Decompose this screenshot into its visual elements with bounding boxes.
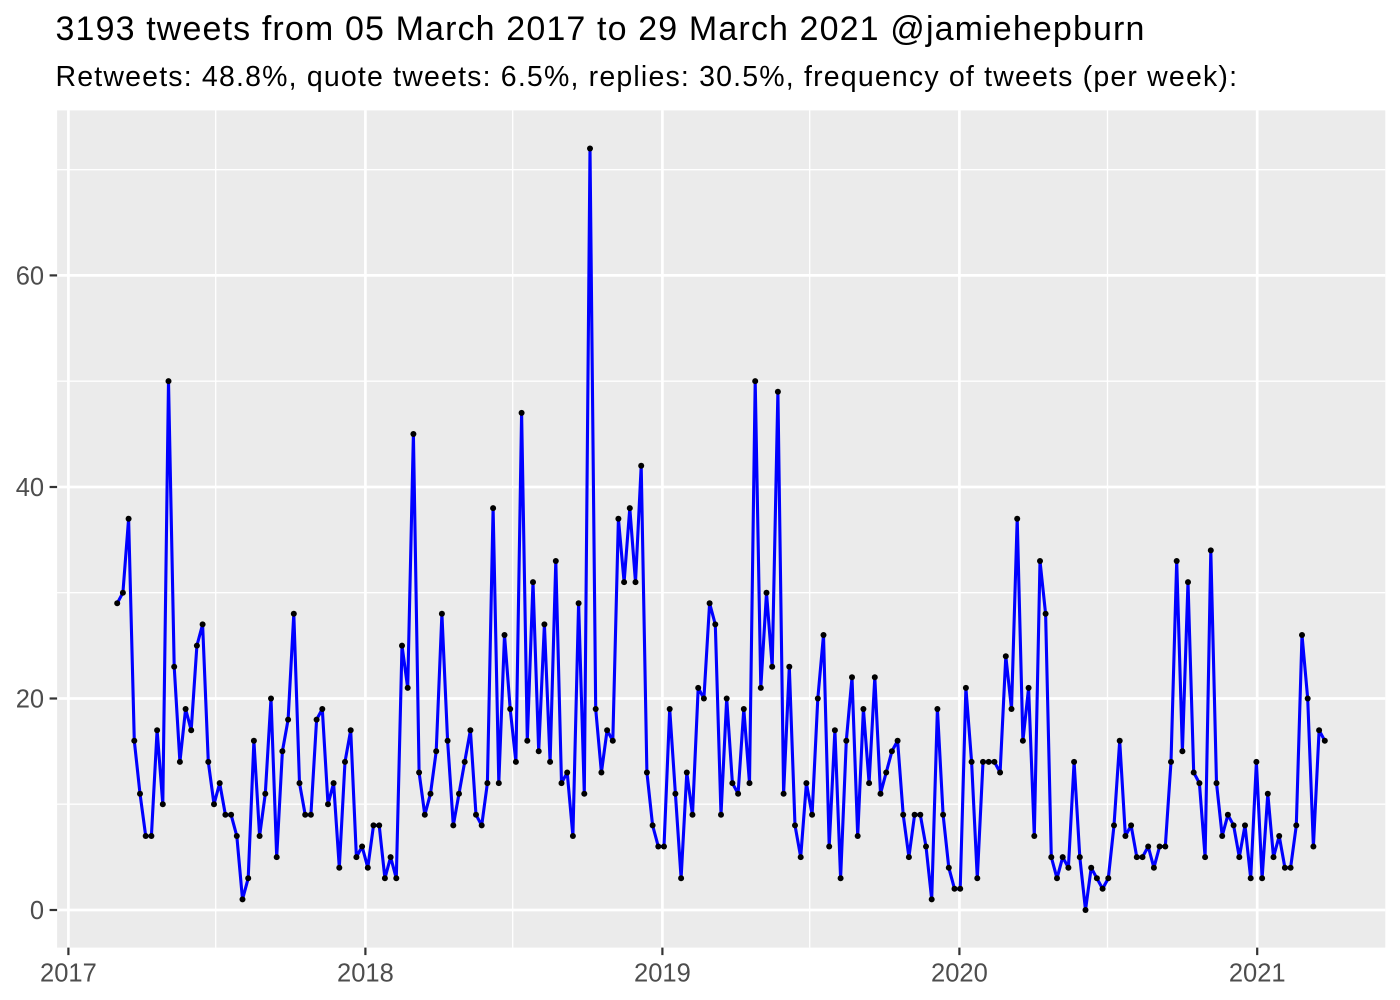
svg-text:2021: 2021 (1229, 960, 1286, 988)
svg-text:2017: 2017 (40, 960, 97, 988)
svg-text:0: 0 (30, 897, 44, 925)
svg-text:2018: 2018 (337, 960, 394, 988)
svg-text:Retweets: 48.8%, quote tweets:: Retweets: 48.8%, quote tweets: 6.5%, rep… (56, 61, 1239, 93)
svg-text:20: 20 (16, 686, 44, 714)
svg-text:60: 60 (16, 263, 44, 291)
svg-text:2019: 2019 (634, 960, 691, 988)
svg-text:40: 40 (16, 474, 44, 502)
svg-text:3193 tweets from 05 March 2017: 3193 tweets from 05 March 2017 to 29 Mar… (56, 10, 1146, 48)
svg-text:2020: 2020 (931, 960, 988, 988)
